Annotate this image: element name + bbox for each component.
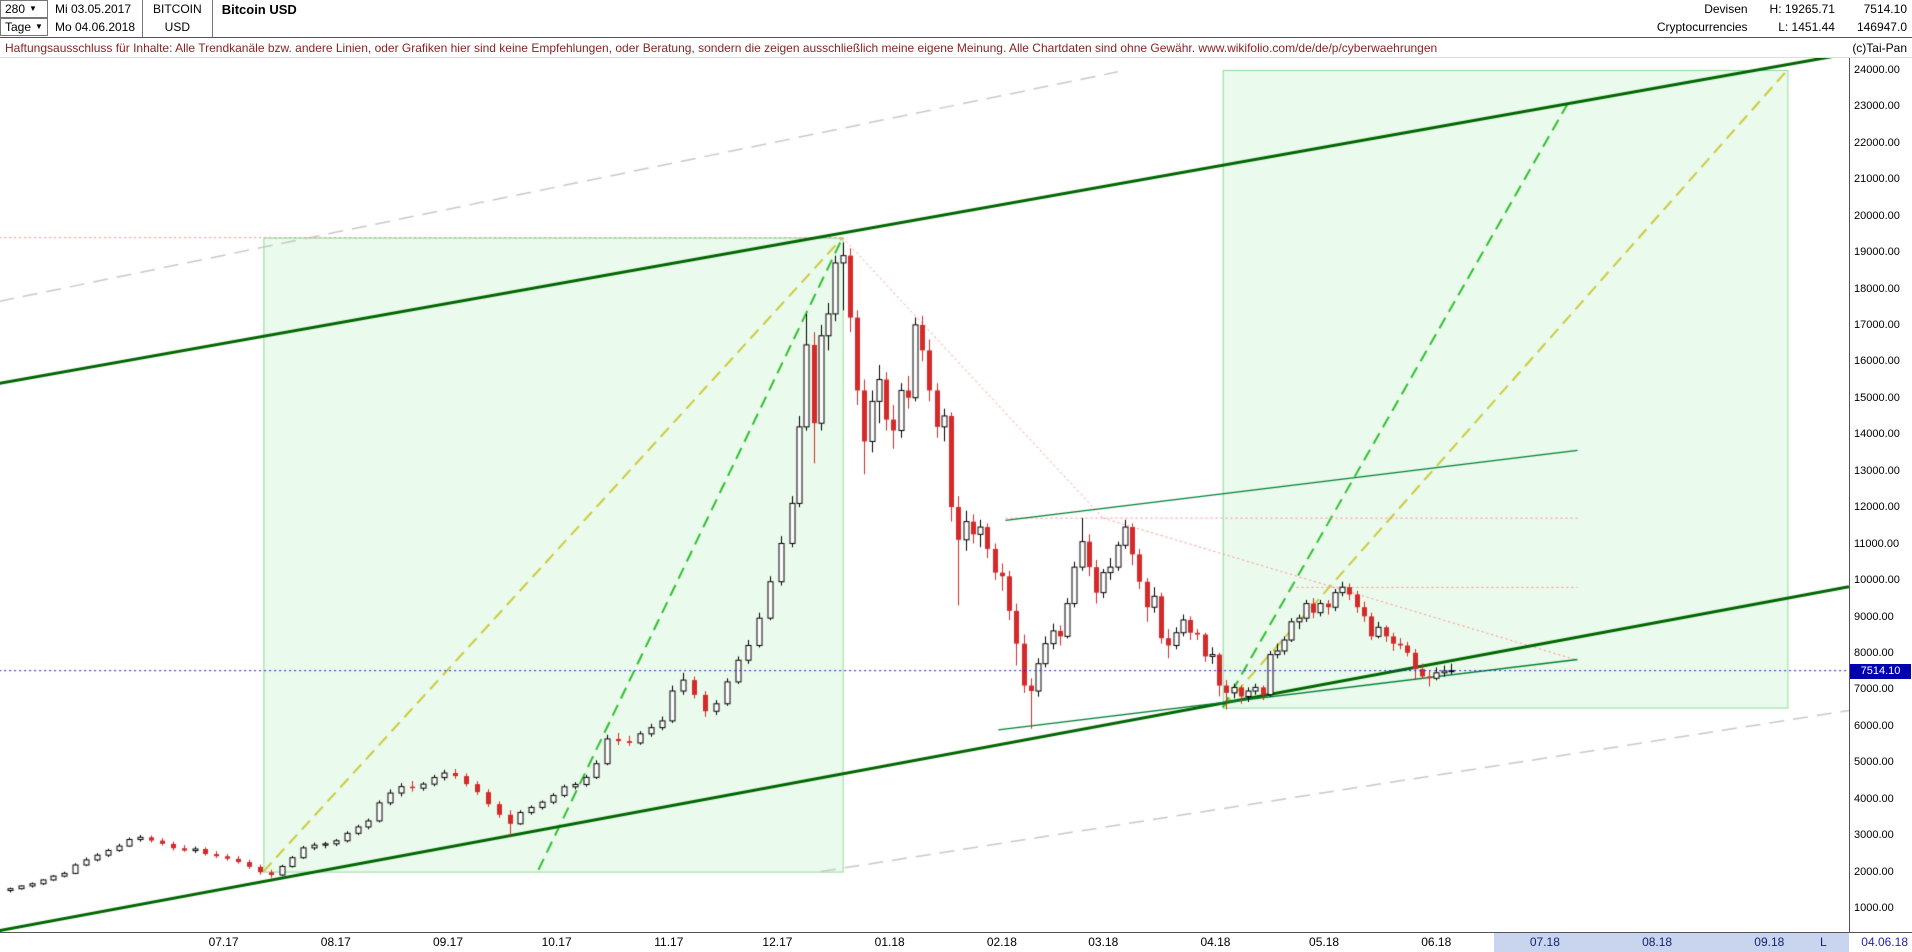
date-to-field[interactable]: Mo 04.06.2018 [54, 20, 136, 34]
x-axis-label: 02.18 [986, 935, 1017, 949]
y-axis-label: 11000.00 [1854, 537, 1900, 550]
last-marker: L [1820, 935, 1827, 949]
chevron-down-icon: ▼ [35, 22, 43, 31]
y-axis: 24000.00 23000.00 22000.00 21000.00 20000.00… [1849, 58, 1912, 932]
y-axis-label: 21000.00 [1854, 173, 1900, 186]
x-axis-label: 06.18 [1421, 935, 1452, 949]
disclaimer-bar: Haftungsausschluss für Inhalte: Alle Tre… [0, 38, 1912, 58]
y-axis-label: 24000.00 [1854, 64, 1900, 76]
period-unit-value: Tage [5, 20, 32, 34]
chart-area: 24000.00 23000.00 22000.00 21000.00 20000.00… [0, 58, 1912, 932]
y-axis-label: 17000.00 [1854, 319, 1900, 332]
disclaimer-text: Haftungsausschluss für Inhalte: Alle Tre… [5, 40, 1438, 55]
candlestick-chart-canvas[interactable] [0, 58, 1849, 932]
y-axis-label: 16000.00 [1854, 355, 1900, 368]
y-axis-label: 15000.00 [1854, 391, 1900, 404]
y-axis-label: 6000.00 [1854, 719, 1894, 732]
y-axis-label: 10000.00 [1854, 574, 1900, 587]
header-last-price: 7514.10 [1863, 2, 1907, 16]
period-high-label: H: 19265.71 [1769, 2, 1835, 16]
y-axis-label: 7000.00 [1854, 683, 1894, 696]
x-axis-label: 04.18 [1200, 935, 1231, 949]
y-axis-label: 9000.00 [1854, 610, 1894, 623]
x-axis-label: 03.18 [1088, 935, 1119, 949]
period-count-value: 280 [5, 2, 26, 16]
y-axis-label: 14000.00 [1854, 428, 1900, 441]
x-axis-label: 07.18 [1529, 935, 1560, 949]
x-axis-label: 08.17 [320, 935, 351, 949]
chart-header: 280 ▼ Tage ▼ Mi 03.05.2017 Mo 04.06.2018… [0, 0, 1912, 38]
x-axis-label: 09.17 [433, 935, 464, 949]
chart-title: Bitcoin USD [221, 2, 297, 17]
y-axis-label: 13000.00 [1854, 464, 1900, 477]
x-axis-label: 05.18 [1309, 935, 1340, 949]
y-axis-label: 3000.00 [1854, 829, 1894, 842]
y-axis-label: 23000.00 [1854, 100, 1900, 113]
y-axis-label: 20000.00 [1854, 209, 1900, 222]
y-axis-label: 1000.00 [1854, 902, 1894, 914]
x-axis-label: 08.18 [1642, 935, 1673, 949]
x-axis-label: 09.18 [1754, 935, 1785, 949]
symbol-name: BITCOIN [153, 2, 202, 16]
copyright-label: (c)Tai-Pan [1852, 40, 1907, 55]
chevron-down-icon: ▼ [29, 4, 37, 13]
y-axis-label: 5000.00 [1854, 756, 1894, 769]
y-axis-label: 4000.00 [1854, 792, 1894, 805]
last-date-label: 04.06.18 [1861, 935, 1908, 949]
last-price-label: 7514.10 [1850, 663, 1911, 679]
y-axis-label: 19000.00 [1854, 246, 1900, 259]
y-axis-label: 18000.00 [1854, 282, 1900, 295]
x-axis: 07.17 08.17 09.17 10.17 11.17 12.17 01.18 02.18… [0, 932, 1912, 952]
header-volume: 146947.0 [1856, 20, 1907, 34]
x-axis-label: 11.17 [654, 935, 684, 949]
future-months-band [1494, 933, 1849, 952]
x-axis-label: 01.18 [874, 935, 905, 949]
y-axis-label: 8000.00 [1854, 646, 1894, 659]
period-count-select[interactable]: 280 ▼ [0, 0, 48, 18]
period-low-label: L: 1451.44 [1778, 20, 1835, 34]
y-axis-label: 2000.00 [1854, 865, 1894, 878]
category-label: Devisen [1704, 2, 1748, 16]
x-axis-label: 07.17 [208, 935, 239, 949]
y-axis-label: 12000.00 [1854, 501, 1900, 514]
period-unit-select[interactable]: Tage ▼ [0, 18, 48, 36]
y-axis-label: 22000.00 [1854, 136, 1900, 149]
date-from-field[interactable]: Mi 03.05.2017 [54, 2, 132, 16]
x-axis-label: 10.17 [541, 935, 572, 949]
subcategory-label: Cryptocurrencies [1656, 20, 1748, 34]
x-axis-label: 12.17 [762, 935, 793, 949]
symbol-currency: USD [164, 20, 191, 34]
